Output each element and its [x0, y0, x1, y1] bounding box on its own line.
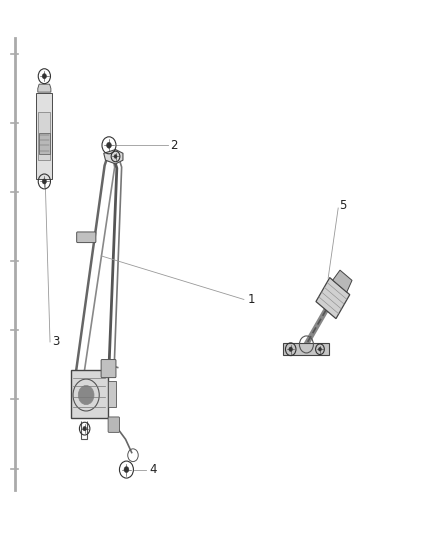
FancyBboxPatch shape: [38, 112, 50, 160]
Text: 4: 4: [149, 463, 157, 476]
Circle shape: [42, 74, 46, 79]
Polygon shape: [316, 278, 350, 319]
Polygon shape: [104, 150, 123, 164]
FancyBboxPatch shape: [36, 93, 52, 179]
FancyBboxPatch shape: [108, 417, 120, 432]
Circle shape: [124, 466, 129, 473]
Circle shape: [114, 155, 117, 158]
FancyBboxPatch shape: [77, 232, 96, 243]
FancyBboxPatch shape: [101, 360, 116, 377]
Circle shape: [318, 348, 321, 351]
Text: 3: 3: [52, 335, 59, 349]
Circle shape: [289, 347, 293, 351]
Circle shape: [106, 142, 111, 148]
FancyBboxPatch shape: [39, 133, 50, 154]
Text: 1: 1: [247, 293, 255, 306]
Text: 2: 2: [170, 139, 177, 152]
Polygon shape: [38, 84, 51, 92]
FancyBboxPatch shape: [71, 370, 108, 418]
Polygon shape: [283, 343, 328, 355]
FancyBboxPatch shape: [108, 381, 116, 407]
Text: 5: 5: [339, 199, 346, 212]
Circle shape: [83, 426, 86, 431]
Polygon shape: [333, 270, 352, 292]
Circle shape: [42, 179, 46, 184]
Circle shape: [78, 385, 94, 405]
